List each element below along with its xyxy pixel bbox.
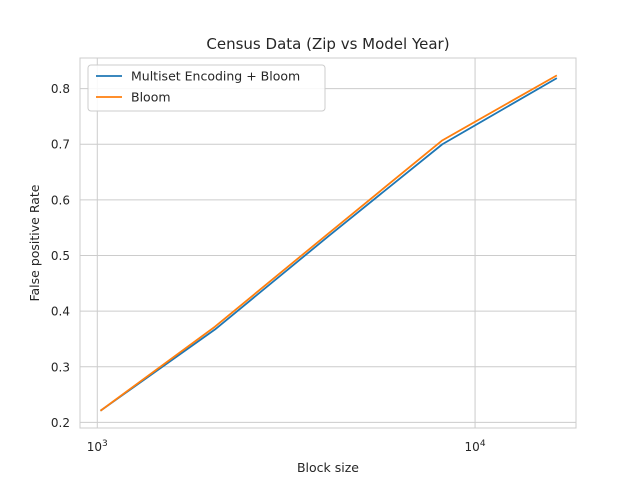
series-line-multiset-encoding-bloom <box>99 77 558 412</box>
series-layer <box>99 74 558 412</box>
y-tick-label: 0.7 <box>51 138 70 152</box>
grid <box>80 58 576 428</box>
y-tick-label: 0.6 <box>51 193 70 207</box>
x-tick-labels: 103 104 <box>87 439 486 454</box>
legend-box <box>87 64 326 112</box>
y-tick-label: 0.5 <box>51 249 70 263</box>
legend-label-multiset-encoding-bloom: Multiset Encoding + Bloom <box>131 69 300 84</box>
x-tick-label: 104 <box>465 439 486 454</box>
legend: Multiset Encoding + Bloom Bloom <box>87 64 326 112</box>
y-tick-label: 0.3 <box>51 360 70 374</box>
x-axis-label: Block size <box>297 460 359 475</box>
y-tick-labels: 0.2 0.3 0.4 0.5 0.6 0.7 0.8 <box>51 82 70 430</box>
y-tick-label: 0.4 <box>51 305 70 319</box>
y-axis-label: False positive Rate <box>27 184 42 301</box>
plot-frame <box>79 57 577 429</box>
y-tick-label: 0.8 <box>51 82 70 96</box>
chart-title: Census Data (Zip vs Model Year) <box>206 35 449 53</box>
x-tick-label: 103 <box>87 439 108 454</box>
legend-label-bloom: Bloom <box>131 90 171 105</box>
y-tick-label: 0.2 <box>51 416 70 430</box>
series-line-bloom <box>99 74 558 412</box>
